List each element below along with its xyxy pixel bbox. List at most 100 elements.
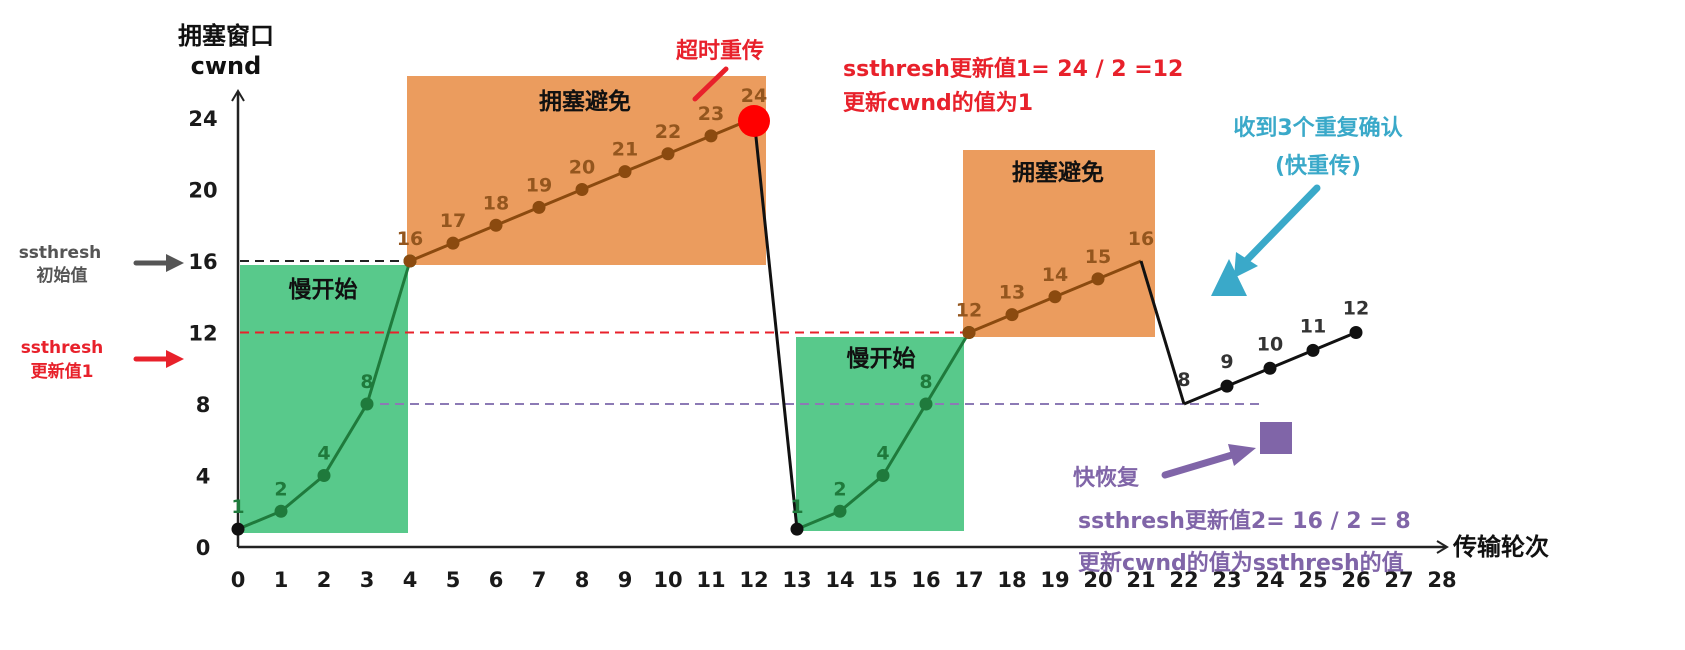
y-tick: 16 (188, 250, 217, 274)
x-tick: 26 (1341, 568, 1370, 592)
data-point (231, 522, 245, 536)
point-label: 15 (1085, 246, 1111, 268)
point-label: 16 (1128, 228, 1154, 250)
x-tick: 4 (403, 568, 418, 592)
x-tick: 8 (575, 568, 590, 592)
purple-pointer-arrow-icon (1161, 444, 1256, 479)
point-label: 13 (999, 282, 1025, 304)
data-point (532, 200, 546, 214)
fast-retransmit-triangle-marker (1211, 259, 1247, 296)
timeout-annotation: 超时重传 ssthresh更新值1= 24 / 2 =12 更新cwnd的值为1 (676, 39, 1183, 137)
point-label: 16 (397, 228, 423, 250)
data-point (575, 183, 589, 196)
data-point (790, 522, 804, 536)
point-label: 10 (1257, 333, 1283, 355)
x-tick: 17 (954, 568, 983, 592)
x-tick: 10 (653, 568, 682, 592)
point-label: 21 (612, 139, 638, 161)
y-tick: 8 (196, 393, 211, 417)
data-point (1263, 361, 1277, 375)
series-line (752, 117, 799, 530)
data-point (1220, 379, 1234, 393)
point-label: 8 (1177, 369, 1190, 391)
data-point (618, 165, 632, 179)
gray-arrow-icon (133, 254, 184, 272)
x-tick: 11 (696, 568, 725, 592)
x-tick: 16 (911, 568, 940, 592)
point-label: 4 (317, 443, 330, 465)
x-tick: 25 (1298, 568, 1327, 592)
point-label: 1 (790, 496, 803, 518)
point-label: 12 (1343, 298, 1369, 320)
data-series (231, 116, 1363, 536)
x-tick: 7 (532, 568, 547, 592)
x-tick: 6 (489, 568, 504, 592)
y-tick: 12 (188, 322, 217, 346)
side-label-init-1: ssthresh (19, 243, 102, 263)
x-tick: 1 (274, 568, 289, 592)
point-labels: 1248161718192021222324124812131415168910… (231, 85, 1369, 518)
x-tick: 27 (1384, 568, 1413, 592)
point-label: 19 (526, 174, 552, 196)
point-label: 17 (440, 210, 466, 232)
x-tick-labels: 0 1 2 3 4 5 6 7 8 9 10 11 12 13 14 15 16 17 18 19 20 21 22 23 24… (231, 568, 1457, 592)
y-axis-title-line2: cwnd (191, 52, 262, 80)
point-label: 22 (655, 121, 681, 143)
x-tick: 14 (825, 568, 854, 592)
x-tick: 24 (1255, 568, 1284, 592)
side-label-init-2: 初始值 (37, 265, 88, 286)
x-tick: 28 (1427, 568, 1456, 592)
series-line (1139, 260, 1186, 405)
fast-recovery-annotation: 快恢复 ssthresh更新值2= 16 / 2 = 8 更新cwnd的值为ss… (1073, 422, 1411, 576)
region-label-cong-avoid-1: 拥塞避免 (539, 88, 631, 115)
x-tick: 22 (1169, 568, 1198, 592)
side-label-upd1-1: ssthresh (21, 338, 104, 358)
point-label: 20 (569, 157, 595, 179)
ssthresh-update1-label: ssthresh 更新值1 (21, 338, 184, 382)
point-label: 18 (483, 192, 509, 214)
region-slow-start (240, 265, 408, 533)
fast-recovery-cwnd-text: 更新cwnd的值为ssthresh的值 (1078, 550, 1404, 576)
y-tick: 0 (196, 536, 211, 560)
y-axis-title-line1: 拥塞窗口 (178, 22, 274, 50)
point-label: 8 (919, 371, 932, 393)
timeout-label: 超时重传 (676, 39, 764, 64)
data-point (489, 218, 503, 232)
region-congestion-avoidance (963, 150, 1155, 337)
data-point (962, 326, 976, 339)
region-label-slow-start-1: 慢开始 (289, 276, 358, 303)
blue-pointer-arrow-icon (1234, 184, 1321, 278)
region-congestion-avoidance (407, 76, 766, 265)
region-label-slow-start-2: 慢开始 (847, 345, 916, 372)
x-tick: 12 (739, 568, 768, 592)
x-tick: 2 (317, 568, 332, 592)
x-tick: 0 (231, 568, 246, 592)
point-label: 9 (1220, 351, 1233, 373)
data-point (317, 469, 331, 482)
point-label: 1 (231, 496, 244, 518)
x-axis-title: 传输轮次 (1452, 533, 1549, 561)
ssthresh-lines (240, 260, 1262, 405)
point-label: 2 (274, 478, 287, 500)
dupack-label-2: (快重传) (1275, 154, 1361, 179)
x-tick: 21 (1126, 568, 1155, 592)
data-point (274, 504, 288, 518)
point-label: 8 (360, 371, 373, 393)
point-label: 14 (1042, 264, 1068, 286)
timeout-cwnd-text: 更新cwnd的值为1 (843, 90, 1033, 116)
data-point (360, 397, 374, 411)
side-label-upd1-2: 更新值1 (31, 361, 94, 382)
data-point (1048, 290, 1062, 304)
fast-recovery-square-marker (1260, 422, 1292, 454)
point-label: 11 (1300, 315, 1326, 337)
data-point (403, 254, 417, 268)
y-tick: 4 (196, 465, 211, 489)
point-label: 23 (698, 103, 724, 125)
point-label: 4 (876, 443, 889, 465)
fast-recovery-ssthresh-eq: ssthresh更新值2= 16 / 2 = 8 (1078, 508, 1411, 534)
red-arrow-icon (133, 350, 184, 368)
x-tick: 19 (1040, 568, 1069, 592)
x-tick: 9 (618, 568, 633, 592)
